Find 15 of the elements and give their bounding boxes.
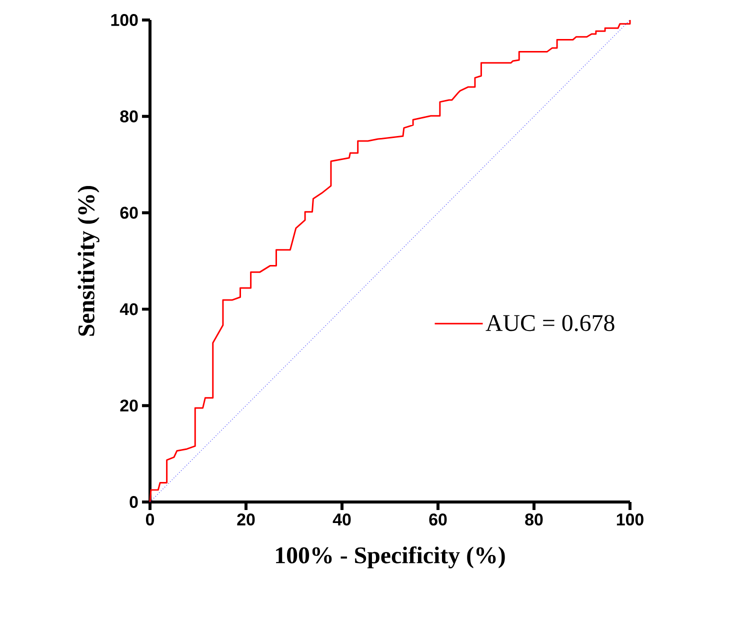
x-tick-label: 20 — [237, 514, 255, 526]
y-tick-label: 40 — [120, 303, 138, 316]
x-tick-label: 80 — [525, 514, 543, 526]
y-tick-label: 80 — [120, 110, 138, 122]
legend-label: AUC = 0.678 — [486, 314, 614, 332]
y-tick-label: 60 — [120, 206, 138, 219]
x-tick-label: 60 — [429, 514, 447, 526]
y-tick-label: 0 — [130, 496, 138, 508]
x-tick-label: 40 — [332, 514, 351, 526]
x-axis-title: 100% - Specificity (%) — [276, 546, 505, 568]
y-tick-label: 100 — [111, 14, 138, 26]
x-tick-label: 100 — [616, 514, 644, 526]
x-tick-label: 0 — [146, 514, 154, 526]
y-axis-title: Sensitivity (%) — [78, 186, 100, 336]
y-tick-label: 20 — [120, 400, 138, 412]
